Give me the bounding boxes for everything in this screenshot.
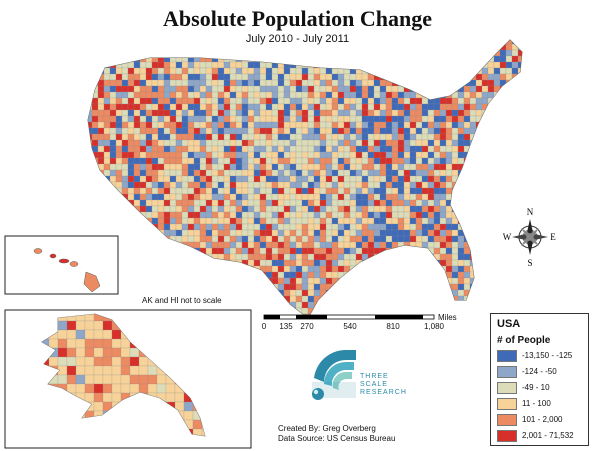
map-legend: USA # of People -13,150 - -125 -124 - -5… [490,313,589,446]
legend-title: USA [497,318,521,330]
data-source: Data Source: US Census Bureau [278,434,396,443]
brand-name: THREE SCALE RESEARCH [360,373,407,397]
compass-south: S [527,258,532,268]
scale-bar [263,314,435,320]
scale-tick-4: 810 [386,322,400,331]
legend-label: -13,150 - -125 [522,351,573,360]
scale-tick-0: 0 [261,322,267,331]
compass-east: E [550,232,556,242]
scale-tick-3: 540 [343,322,357,331]
legend-label: -124 - -50 [522,367,557,376]
map-title: Absolute Population Change [163,6,432,31]
compass-rose-icon [512,219,548,255]
brand-line-2: SCALE [360,381,388,388]
brand-line-1: THREE [360,373,389,380]
map-subtitle: July 2010 - July 2011 [245,33,350,45]
created-by: Created By: Greg Overberg [278,424,376,433]
hawaii-islands [33,248,101,293]
scale-unit: Miles [438,313,457,322]
brand-line-3: RESEARCH [360,389,407,396]
legend-swatch [497,398,517,410]
legend-swatch [497,366,517,378]
legend-swatch [497,382,517,394]
legend-swatch [497,414,517,426]
scale-tick-1: 135 [279,322,293,331]
scale-tick-5: 1,080 [423,322,445,331]
legend-swatch [497,350,517,362]
compass-north: N [527,207,534,217]
hawaii-inset-frame [4,235,119,295]
compass-west: W [503,232,512,242]
us-county-mosaic [87,39,523,319]
legend-label: 101 - 2,000 [522,415,563,424]
three-scale-research-logo-icon [312,349,356,400]
scale-tick-2: 270 [300,322,314,331]
legend-subtitle: # of People [497,335,551,346]
legend-swatch [497,430,517,442]
credits: Created By: Greg Overberg Data Source: U… [278,424,395,444]
legend-label: 2,001 - 71,532 [522,431,574,440]
legend-label: 11 - 100 [522,399,551,408]
inset-note: AK and HI not to scale [142,296,222,305]
legend-label: -49 - 10 [522,383,550,392]
